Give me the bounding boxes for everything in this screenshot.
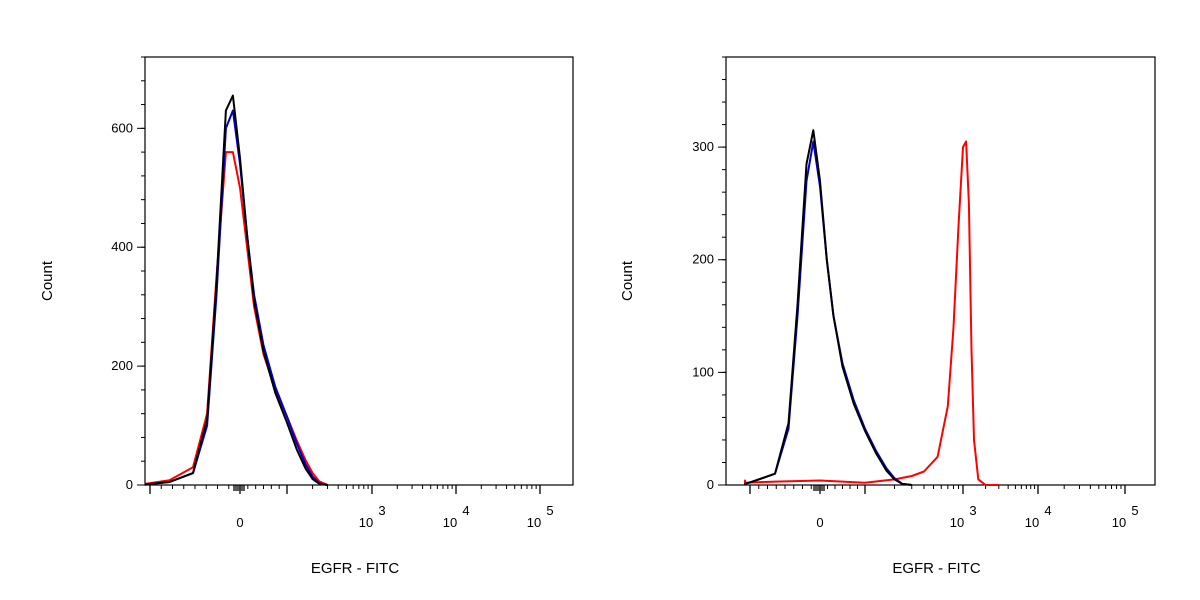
series-line-2 <box>744 129 912 486</box>
x-tick-label: 10 <box>950 515 964 530</box>
series-line-0 <box>744 140 999 486</box>
histogram-right: 0 100 200 300 0 10 3 10 4 10 5 EGFR - FITC Count <box>619 56 1156 577</box>
x-tick-exponent: 4 <box>1044 503 1051 518</box>
series-line-0 <box>144 151 328 486</box>
y-tick-label: 600 <box>111 120 133 135</box>
y-axis-title: Count <box>619 260 636 301</box>
series-line-2 <box>144 94 328 486</box>
x-axis-title: EGFR - FITC <box>892 560 980 577</box>
plot-frame <box>144 56 574 486</box>
y-tick-label: 100 <box>692 364 714 379</box>
x-axis-title: EGFR - FITC <box>311 560 399 577</box>
x-tick-exponent: 4 <box>462 503 469 518</box>
y-tick-label: 0 <box>126 477 133 492</box>
y-tick-label: 400 <box>111 239 133 254</box>
series-line-1 <box>744 140 912 486</box>
x-tick-exponent: 5 <box>546 503 553 518</box>
histogram-left: 0 200 400 600 0 10 3 10 4 10 5 EGFR - FITC Count <box>39 56 574 577</box>
y-tick-label: 300 <box>692 139 714 154</box>
x-tick-exponent: 3 <box>378 503 385 518</box>
x-tick-label: 10 <box>443 515 457 530</box>
x-tick-exponent: 3 <box>969 503 976 518</box>
y-axis-title: Count <box>39 260 56 301</box>
y-tick-label: 200 <box>111 358 133 373</box>
x-tick-label: 10 <box>1025 515 1039 530</box>
plot-frame <box>725 56 1156 486</box>
y-tick-label: 0 <box>707 477 714 492</box>
x-tick-label: 0 <box>236 515 243 530</box>
y-tick-label: 200 <box>692 252 714 267</box>
x-tick-label: 10 <box>1112 515 1126 530</box>
x-tick-label: 10 <box>527 515 541 530</box>
x-tick-exponent: 5 <box>1131 503 1138 518</box>
x-tick-label: 0 <box>816 515 823 530</box>
x-tick-label: 10 <box>359 515 373 530</box>
